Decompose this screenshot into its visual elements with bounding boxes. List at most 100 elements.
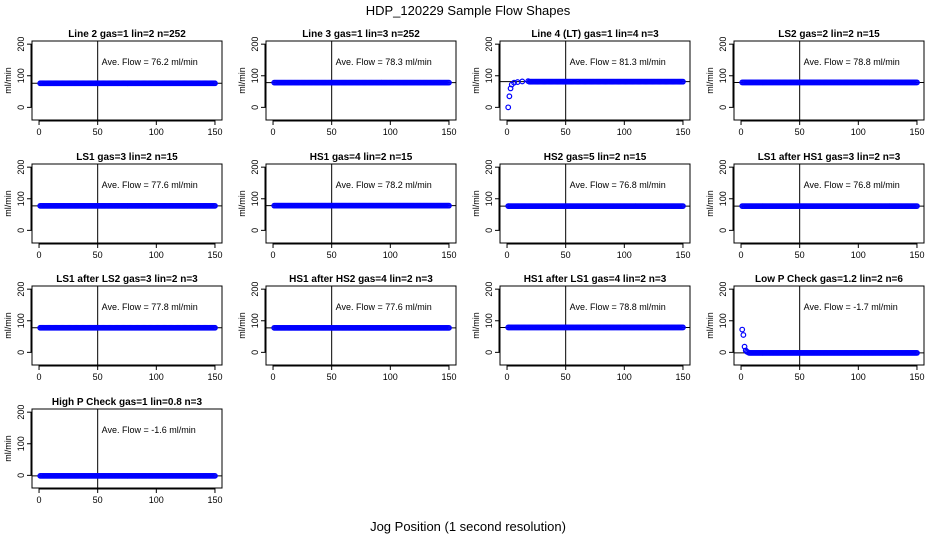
y-tick-label: 0 (250, 105, 260, 110)
x-tick-label: 150 (441, 372, 456, 382)
y-tick-label: 100 (484, 313, 494, 328)
x-tick-label: 150 (207, 127, 222, 137)
x-tick-label: 150 (441, 127, 456, 137)
plot-frame (265, 163, 457, 244)
data-point (914, 349, 920, 356)
x-tick-label: 50 (93, 127, 103, 137)
data-points (271, 79, 452, 86)
x-tick-label: 150 (207, 495, 222, 505)
x-tick-label: 50 (93, 250, 103, 260)
x-tick-label: 100 (383, 127, 398, 137)
x-tick-label: 150 (441, 250, 456, 260)
y-axis-label: ml/min (471, 190, 481, 217)
average-flow-annotation: Ave. Flow = 78.8 ml/min (804, 57, 900, 67)
plot-frame (31, 40, 223, 121)
y-axis-label: ml/min (3, 190, 13, 217)
data-point (740, 332, 747, 338)
x-tick-label: 0 (37, 495, 42, 505)
y-tick-label: 200 (484, 160, 494, 175)
panel-title: HS1 gas=4 lin=2 n=15 (310, 152, 413, 163)
data-point (739, 326, 746, 333)
y-tick-label: 0 (484, 350, 494, 355)
average-flow-annotation: Ave. Flow = -1.6 ml/min (102, 425, 196, 435)
panel-title: Line 3 gas=1 lin=3 n=252 (302, 29, 420, 40)
y-tick-label: 100 (16, 68, 26, 83)
panel-5: LS1 gas=3 lin=2 n=15 0 100 200 ml/min 0 50 100 1… (3, 152, 223, 260)
x-tick-label: 50 (561, 127, 571, 137)
y-tick-label: 200 (16, 37, 26, 52)
y-tick-label: 200 (718, 160, 728, 175)
x-tick-label: 50 (561, 372, 571, 382)
panel-title: Line 4 (LT) gas=1 lin=4 n=3 (531, 29, 659, 40)
x-tick-label: 100 (383, 372, 398, 382)
y-tick-label: 100 (250, 191, 260, 206)
plot-frame (265, 40, 457, 121)
plot-frame (733, 163, 925, 244)
panel-title: Line 2 gas=1 lin=2 n=252 (68, 29, 186, 40)
x-tick-label: 50 (561, 250, 571, 260)
y-tick-label: 200 (484, 282, 494, 297)
y-tick-label: 200 (484, 37, 494, 52)
plot-frame (499, 40, 691, 121)
x-tick-label: 150 (675, 372, 690, 382)
panel-title: Low P Check gas=1.2 lin=2 n=6 (755, 274, 903, 285)
average-flow-annotation: Ave. Flow = 77.8 ml/min (102, 302, 198, 312)
x-tick-label: 100 (617, 127, 632, 137)
x-tick-label: 50 (795, 250, 805, 260)
x-tick-label: 0 (505, 250, 510, 260)
y-axis-label: ml/min (3, 435, 13, 462)
data-points (505, 78, 686, 111)
x-tick-label: 0 (505, 127, 510, 137)
x-tick-label: 100 (851, 250, 866, 260)
panel-title: HS1 after HS2 gas=4 lin=2 n=3 (289, 274, 433, 285)
x-tick-label: 0 (739, 127, 744, 137)
y-axis-label: ml/min (705, 190, 715, 217)
x-tick-label: 150 (675, 250, 690, 260)
y-tick-label: 0 (484, 105, 494, 110)
panel-title: HS2 gas=5 lin=2 n=15 (544, 152, 647, 163)
y-tick-label: 0 (484, 228, 494, 233)
x-tick-label: 150 (207, 372, 222, 382)
x-tick-label: 150 (909, 372, 924, 382)
x-tick-label: 50 (327, 250, 337, 260)
average-flow-annotation: Ave. Flow = 78.2 ml/min (336, 180, 432, 190)
x-tick-label: 100 (149, 495, 164, 505)
panel-10: HS1 after HS2 gas=4 lin=2 n=3 0 100 200 ml/m… (237, 274, 457, 382)
x-tick-label: 50 (795, 372, 805, 382)
y-axis-label: ml/min (237, 67, 247, 94)
y-tick-label: 0 (16, 105, 26, 110)
x-tick-label: 100 (851, 372, 866, 382)
y-tick-label: 100 (16, 313, 26, 328)
x-tick-label: 100 (383, 250, 398, 260)
average-flow-annotation: Ave. Flow = 78.3 ml/min (336, 57, 432, 67)
panel-8: LS1 after HS1 gas=3 lin=2 n=3 0 100 200 ml/m… (705, 152, 925, 260)
plot-frame (31, 408, 223, 489)
data-point (212, 202, 218, 209)
figure-title: HDP_120229 Sample Flow Shapes (366, 3, 571, 18)
y-tick-label: 200 (250, 282, 260, 297)
y-tick-label: 100 (250, 313, 260, 328)
panel-6: HS1 gas=4 lin=2 n=15 0 100 200 ml/min 0 50 100 1… (237, 152, 457, 260)
average-flow-annotation: Ave. Flow = 77.6 ml/min (336, 302, 432, 312)
panel-title: LS2 gas=2 lin=2 n=15 (778, 29, 880, 40)
average-flow-annotation: Ave. Flow = 77.6 ml/min (102, 180, 198, 190)
y-tick-label: 200 (16, 160, 26, 175)
x-tick-label: 50 (795, 127, 805, 137)
y-tick-label: 200 (718, 37, 728, 52)
y-tick-label: 0 (718, 350, 728, 355)
y-tick-label: 0 (16, 350, 26, 355)
x-tick-label: 150 (207, 250, 222, 260)
data-point (914, 203, 920, 209)
data-points (37, 202, 218, 209)
panel-9: LS1 after LS2 gas=3 lin=2 n=3 0 100 200 ml/m… (3, 274, 223, 382)
y-tick-label: 100 (718, 68, 728, 83)
y-tick-label: 100 (718, 191, 728, 206)
y-tick-label: 100 (484, 191, 494, 206)
panel-4: LS2 gas=2 lin=2 n=15 0 100 200 ml/min 0 50 100 1… (705, 29, 925, 137)
data-point (446, 324, 452, 331)
data-points (37, 80, 218, 87)
data-points (271, 324, 452, 331)
plot-frame (31, 163, 223, 244)
x-tick-label: 150 (909, 250, 924, 260)
